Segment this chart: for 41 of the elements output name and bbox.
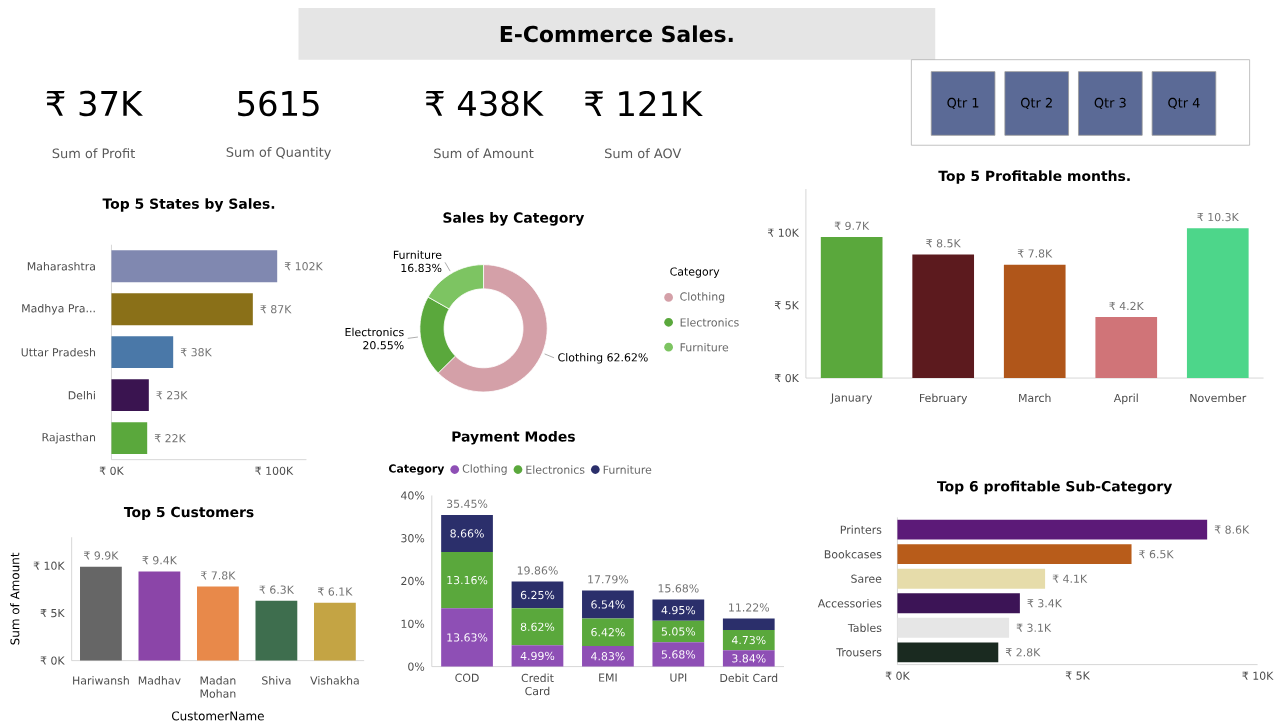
bar — [897, 520, 1208, 541]
bar — [511, 608, 564, 646]
bar — [1003, 265, 1066, 379]
text: ₹ 438K — [425, 91, 544, 117]
bar — [897, 569, 1046, 590]
bar — [897, 544, 1132, 565]
bar — [441, 608, 493, 668]
bar — [652, 621, 705, 643]
bar — [111, 379, 149, 412]
bar — [1186, 228, 1249, 379]
bar — [897, 593, 1020, 614]
bar — [722, 650, 775, 668]
bar — [582, 618, 634, 647]
bar — [511, 582, 564, 609]
bar — [897, 642, 999, 663]
text: ₹ 121K — [584, 91, 703, 117]
bar — [582, 590, 634, 619]
text: ₹ 37K — [46, 91, 143, 117]
bar — [111, 422, 148, 455]
bar — [722, 630, 775, 651]
bar — [897, 618, 1010, 639]
bar — [197, 587, 239, 662]
bar — [80, 567, 122, 662]
bar — [111, 336, 174, 369]
bar — [111, 250, 278, 283]
bar — [652, 599, 705, 622]
bar — [441, 515, 493, 553]
bar — [255, 601, 298, 662]
bar — [138, 571, 181, 662]
text: 5615 — [238, 91, 319, 117]
bar — [441, 552, 493, 609]
bar — [912, 254, 975, 379]
bar — [582, 646, 634, 668]
bar — [652, 642, 705, 668]
bar — [1095, 317, 1158, 379]
bar — [820, 237, 883, 379]
bar — [111, 293, 253, 326]
bar — [722, 619, 775, 631]
bar — [511, 645, 564, 668]
bar — [314, 603, 356, 662]
text: E-Commerce Sales. — [500, 25, 733, 43]
